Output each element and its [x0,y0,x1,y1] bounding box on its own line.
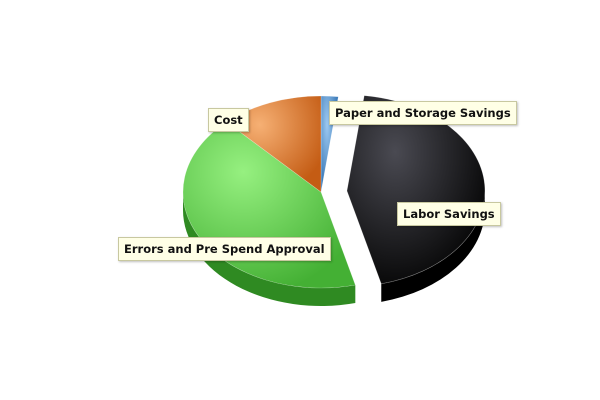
pie-slice-side-labor-savings [381,190,485,302]
slice-label-errors-and-pre-spend-approval: Errors and Pre Spend Approval [118,237,331,261]
slice-label-labor-savings: Labor Savings [397,202,501,226]
pie-slice-side-errors-and-pre-spend-approval [183,192,356,306]
slice-label-paper-and-storage-savings: Paper and Storage Savings [329,101,517,125]
slice-label-cost: Cost [208,108,249,132]
